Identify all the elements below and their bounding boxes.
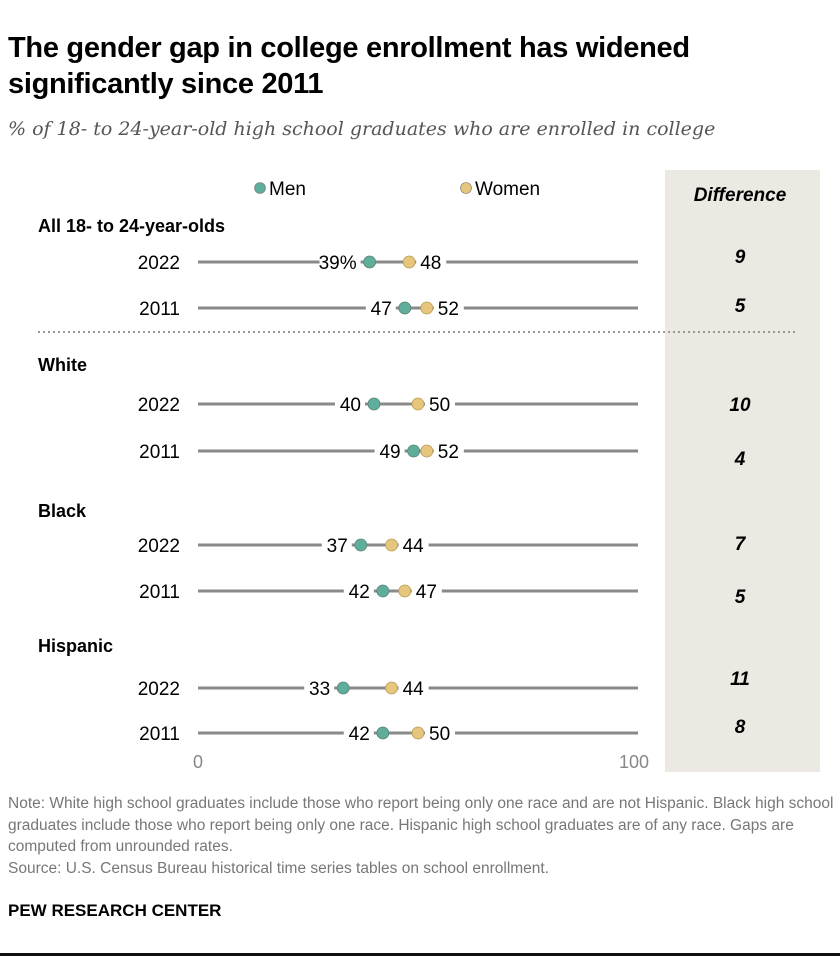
men-value-label: 37: [327, 536, 348, 557]
group-label: Black: [38, 501, 87, 521]
legend-label-women: Women: [475, 179, 540, 200]
label-bg: [398, 677, 429, 699]
difference-value: 4: [734, 449, 746, 470]
label-bg: [398, 534, 429, 556]
difference-value: 8: [735, 717, 746, 738]
women-value-label: 50: [429, 395, 450, 416]
women-dot: [385, 538, 399, 552]
year-label: 2022: [138, 395, 180, 416]
label-bg: [343, 580, 374, 602]
year-label: 2022: [138, 679, 180, 700]
difference-panel: [665, 170, 820, 772]
men-dot: [376, 726, 390, 740]
source-text: Source: U.S. Census Bureau historical ti…: [8, 859, 550, 877]
bottom-rule: [0, 953, 840, 956]
label-bg: [425, 393, 455, 415]
men-value-label: 47: [371, 299, 392, 320]
brand-logo-text: PEW RESEARCH CENTER: [8, 901, 222, 920]
women-value-label: 44: [403, 536, 425, 557]
x-tick-label: 100: [619, 752, 649, 772]
men-value-label: 42: [349, 582, 370, 603]
women-dot: [398, 584, 412, 598]
men-dot: [354, 538, 368, 552]
year-label: 2011: [139, 724, 180, 745]
label-bg: [416, 251, 447, 273]
women-value-label: 47: [416, 582, 437, 603]
men-value-label: 42: [349, 724, 370, 745]
note-text: Note: White high school graduates includ…: [8, 795, 834, 855]
label-bg: [365, 297, 396, 319]
women-dot: [385, 681, 399, 695]
women-dot: [420, 444, 434, 458]
women-dot: [420, 301, 434, 315]
label-bg: [433, 440, 464, 462]
legend-marker-men: [254, 182, 266, 194]
group-label: Hispanic: [38, 636, 113, 656]
men-dot: [407, 444, 421, 458]
legend-marker-women: [460, 182, 472, 194]
legend-label-men: Men: [269, 179, 306, 200]
label-bg: [321, 534, 352, 556]
year-label: 2011: [139, 299, 180, 320]
year-label: 2022: [138, 253, 180, 274]
difference-header: Difference: [694, 185, 787, 206]
men-value-label: 40: [340, 395, 361, 416]
men-value-label: 49: [379, 442, 400, 463]
year-label: 2011: [139, 582, 180, 603]
label-bg: [411, 580, 442, 602]
women-dot: [411, 726, 425, 740]
women-dot: [411, 397, 425, 411]
men-dot: [398, 301, 412, 315]
men-dot: [363, 255, 377, 269]
difference-value: 7: [735, 534, 747, 555]
label-bg: [319, 251, 361, 273]
women-value-label: 52: [438, 299, 459, 320]
group-label: All 18- to 24-year-olds: [38, 216, 225, 236]
footnote: Note: White high school graduates includ…: [8, 793, 838, 879]
group-label: White: [38, 355, 87, 375]
women-value-label: 52: [438, 442, 459, 463]
label-bg: [304, 677, 335, 699]
chart-subtitle: % of 18- to 24-year-old high school grad…: [8, 118, 716, 140]
chart-title: The gender gap in college enrollment has…: [8, 32, 690, 100]
men-value-label: 39%: [319, 253, 357, 274]
label-bg: [425, 722, 455, 744]
women-value-label: 44: [403, 679, 425, 700]
dot-plot: Difference Men Women All 18- to 24-year-old…: [38, 170, 820, 772]
difference-value: 5: [735, 587, 746, 608]
men-dot: [367, 397, 381, 411]
women-value-label: 50: [429, 724, 450, 745]
women-dot: [402, 255, 416, 269]
men-dot: [376, 584, 390, 598]
difference-value: 11: [730, 669, 750, 690]
label-bg: [374, 440, 405, 462]
label-bg: [433, 297, 464, 319]
year-label: 2022: [138, 536, 180, 557]
label-bg: [335, 393, 365, 415]
difference-value: 5: [735, 296, 746, 317]
year-label: 2011: [139, 442, 180, 463]
men-value-label: 33: [309, 679, 330, 700]
x-tick-label: 0: [193, 752, 203, 772]
difference-value: 9: [735, 247, 746, 268]
men-dot: [336, 681, 350, 695]
difference-value: 10: [729, 395, 751, 416]
label-bg: [343, 722, 374, 744]
women-value-label: 48: [420, 253, 441, 274]
